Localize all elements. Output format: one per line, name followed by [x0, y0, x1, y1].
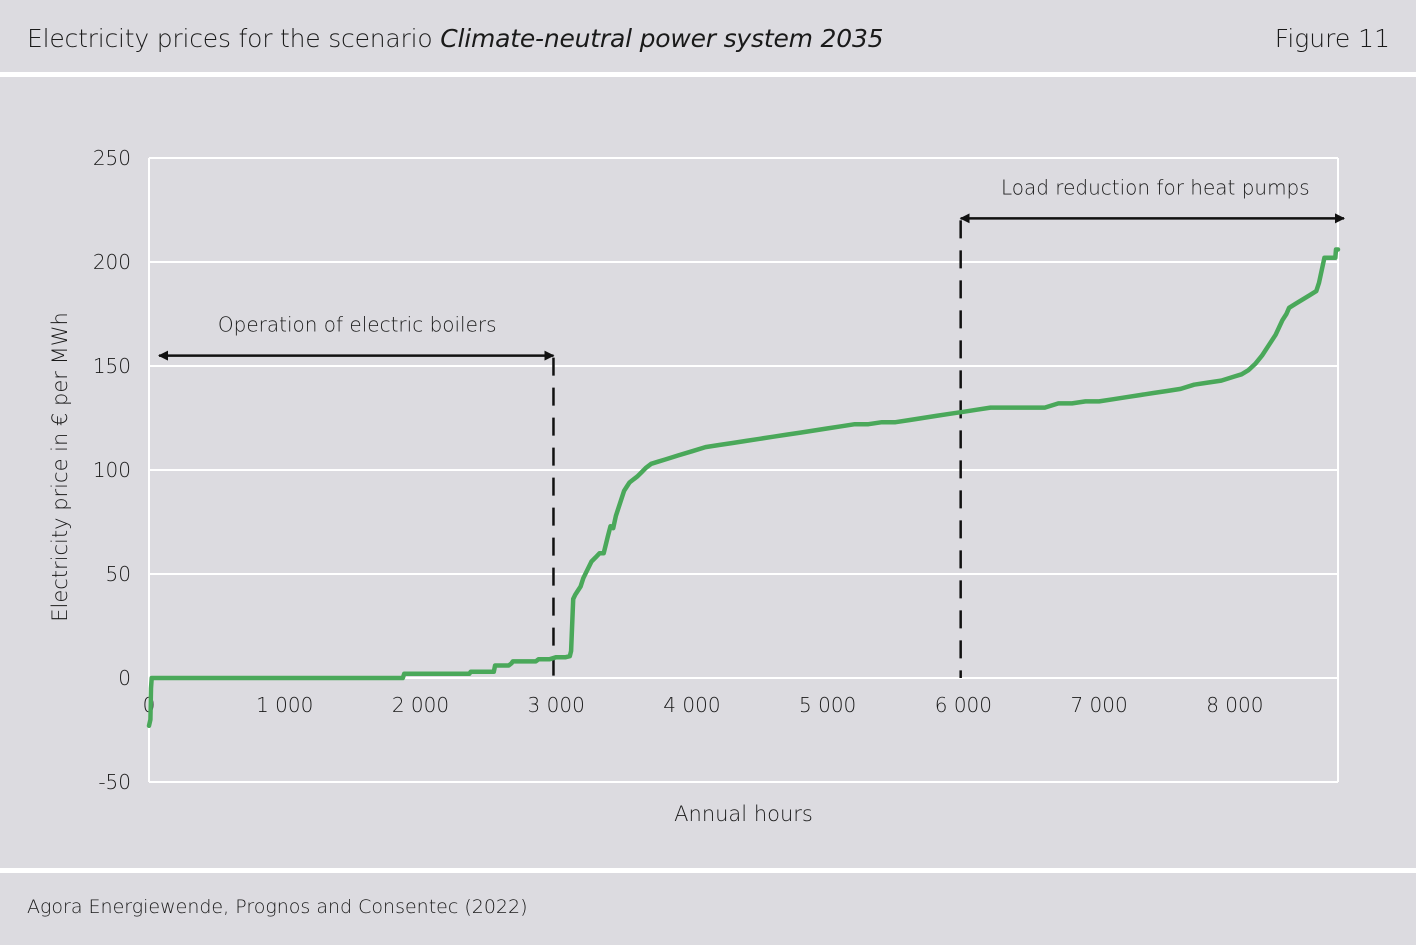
footer-divider	[0, 868, 1416, 873]
title-prefix: Electricity prices for the scenario	[27, 24, 441, 53]
x-tick-label: 2 000	[392, 693, 449, 717]
annotation-label: Load reduction for heat pumps	[1001, 175, 1310, 199]
x-tick-label: 7 000	[1070, 693, 1127, 717]
x-tick-label: 4 000	[663, 693, 720, 717]
y-tick-label: 0	[118, 666, 131, 690]
x-tick-label: 1 000	[256, 693, 313, 717]
series-line-1	[146, 247, 1341, 729]
source-note: Agora Energiewende, Prognos and Consente…	[27, 896, 528, 918]
x-tick-label: 8 000	[1206, 693, 1263, 717]
y-tick-label: 150	[93, 354, 131, 378]
x-axis-title: Annual hours	[674, 802, 813, 826]
y-tick-label: 50	[106, 562, 131, 586]
y-tick-label: 200	[93, 250, 131, 274]
x-tick-label: 6 000	[935, 693, 992, 717]
header-divider	[0, 72, 1416, 77]
y-axis-title: Electricity price in € per MWh	[48, 312, 72, 622]
annotation-1: Operation of electric boilers	[158, 313, 555, 678]
y-tick-label: 250	[93, 146, 131, 170]
y-tick-label: -50	[98, 770, 131, 794]
x-tick-label: 5 000	[799, 693, 856, 717]
x-tick-label: 3 000	[528, 693, 585, 717]
figure-title: Electricity prices for the scenario Clim…	[27, 24, 884, 53]
figure-number: Figure 11	[1274, 24, 1390, 53]
title-italic: Climate-neutral power system 2035	[440, 24, 884, 53]
header-bar: Electricity prices for the scenario Clim…	[0, 0, 1416, 72]
y-tick-label: 100	[93, 458, 131, 482]
annotation-2: Load reduction for heat pumps	[959, 175, 1345, 678]
annotation-label: Operation of electric boilers	[218, 313, 497, 337]
